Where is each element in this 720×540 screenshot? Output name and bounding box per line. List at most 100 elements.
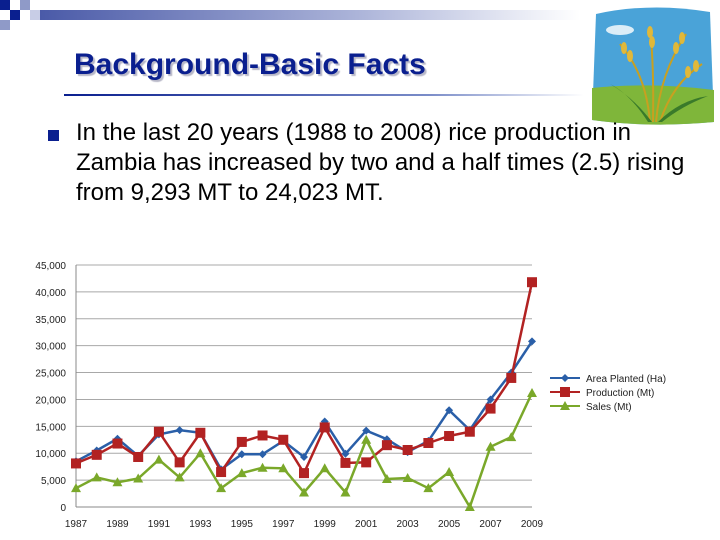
data-point bbox=[341, 449, 350, 458]
x-tick-label: 2007 bbox=[479, 519, 502, 530]
legend-label: Sales (Mt) bbox=[586, 402, 632, 413]
legend-item: Area Planted (Ha) bbox=[550, 374, 666, 385]
y-tick-label: 30,000 bbox=[35, 342, 66, 353]
data-point bbox=[340, 487, 351, 497]
data-point bbox=[361, 457, 372, 468]
data-point bbox=[91, 472, 102, 482]
legend-label: Production (Mt) bbox=[586, 388, 654, 399]
data-point bbox=[320, 417, 329, 426]
data-point bbox=[464, 502, 475, 511]
x-tick-labels: 1987 1989 1991 1993 1995 1997 1999 2001 2003 2005… bbox=[65, 519, 544, 530]
data-point bbox=[561, 374, 569, 382]
title-underline bbox=[64, 94, 584, 96]
bullet-marker bbox=[48, 130, 59, 141]
y-tick-labels: 0 5,000 10,000 15,000 20,000 25,000 30,000 35,0… bbox=[35, 261, 66, 514]
data-point bbox=[133, 451, 144, 462]
data-point bbox=[560, 401, 570, 410]
data-point bbox=[236, 468, 247, 478]
data-point bbox=[195, 427, 206, 438]
data-point bbox=[299, 487, 309, 497]
chart-legend: Area Planted (Ha) Production (Mt) Sales (M… bbox=[550, 374, 666, 413]
data-point bbox=[319, 463, 330, 473]
data-point bbox=[362, 426, 371, 435]
data-point bbox=[361, 434, 372, 444]
data-point bbox=[257, 430, 268, 441]
data-point bbox=[402, 472, 413, 482]
data-point bbox=[236, 436, 247, 447]
legend-label: Area Planted (Ha) bbox=[586, 374, 666, 385]
x-tick-label: 2003 bbox=[397, 519, 420, 530]
data-point bbox=[175, 426, 184, 435]
data-point bbox=[133, 473, 144, 483]
data-point bbox=[195, 448, 206, 458]
x-tick-label: 1991 bbox=[148, 519, 171, 530]
y-tick-label: 20,000 bbox=[35, 395, 66, 406]
data-point bbox=[444, 431, 455, 442]
data-point bbox=[71, 483, 81, 493]
y-tick-label: 25,000 bbox=[35, 369, 66, 380]
data-point bbox=[486, 395, 495, 404]
bullet-text: In the last 20 years (1988 to 2008) rice… bbox=[76, 119, 685, 206]
data-point bbox=[91, 449, 102, 460]
y-tick-label: 0 bbox=[60, 503, 66, 514]
data-point bbox=[112, 438, 123, 449]
data-point bbox=[485, 403, 496, 414]
data-point bbox=[506, 432, 517, 442]
x-tick-label: 1989 bbox=[106, 519, 129, 530]
data-point bbox=[112, 477, 123, 487]
data-point bbox=[258, 450, 267, 459]
data-point bbox=[381, 474, 392, 484]
data-point bbox=[527, 387, 537, 397]
y-tick-label: 40,000 bbox=[35, 288, 66, 299]
rice-line-chart: 0 5,000 10,000 15,000 20,000 25,000 30,000 35,0… bbox=[0, 252, 720, 540]
x-tick-label: 2005 bbox=[438, 519, 461, 530]
data-point bbox=[216, 483, 227, 493]
data-point bbox=[278, 463, 289, 473]
series-triangle bbox=[71, 387, 537, 511]
slide-title: Background-Basic Facts bbox=[74, 48, 426, 81]
data-point bbox=[506, 372, 517, 383]
data-point bbox=[174, 472, 185, 482]
data-point bbox=[300, 452, 308, 461]
data-point bbox=[319, 422, 330, 433]
x-tick-label: 1999 bbox=[314, 519, 337, 530]
data-point bbox=[216, 467, 227, 478]
data-point bbox=[402, 444, 413, 455]
data-point bbox=[340, 457, 351, 468]
data-point bbox=[560, 387, 570, 397]
legend-item: Sales (Mt) bbox=[550, 401, 632, 413]
x-tick-label: 2009 bbox=[521, 519, 544, 530]
y-tick-label: 35,000 bbox=[35, 315, 66, 326]
data-point bbox=[381, 440, 392, 451]
header-decoration bbox=[0, 0, 580, 30]
data-point bbox=[423, 483, 434, 493]
data-point bbox=[423, 438, 434, 449]
data-point bbox=[257, 462, 268, 472]
x-tick-label: 1987 bbox=[65, 519, 88, 530]
y-tick-label: 45,000 bbox=[35, 261, 66, 272]
data-point bbox=[237, 450, 246, 459]
legend-item: Production (Mt) bbox=[550, 387, 654, 399]
chart-background bbox=[0, 252, 720, 540]
data-point bbox=[527, 277, 537, 288]
chart-series bbox=[71, 277, 537, 511]
rice-plant-clipart bbox=[592, 7, 714, 125]
data-point bbox=[174, 457, 185, 468]
data-point bbox=[299, 468, 309, 479]
data-point bbox=[528, 337, 536, 346]
data-point bbox=[445, 406, 454, 415]
y-tick-label: 5,000 bbox=[41, 476, 66, 487]
data-point bbox=[153, 426, 164, 437]
series-square bbox=[71, 277, 537, 479]
y-tick-label: 10,000 bbox=[35, 449, 66, 460]
data-point bbox=[485, 441, 496, 451]
x-tick-label: 1997 bbox=[272, 519, 295, 530]
x-tick-label: 2001 bbox=[355, 519, 378, 530]
data-point bbox=[278, 434, 289, 445]
y-tick-label: 15,000 bbox=[35, 422, 66, 433]
data-point bbox=[464, 426, 475, 437]
data-point bbox=[444, 467, 455, 477]
x-tick-label: 1993 bbox=[189, 519, 212, 530]
x-tick-label: 1995 bbox=[231, 519, 254, 530]
data-point bbox=[71, 458, 81, 469]
